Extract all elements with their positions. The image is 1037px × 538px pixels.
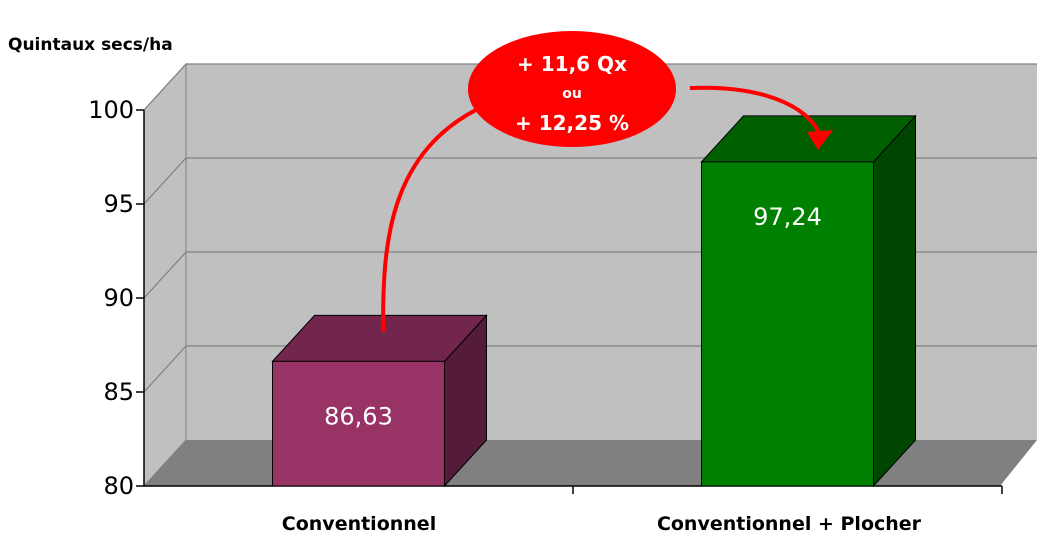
annotation-line-3: + 12,25 % [515,111,629,135]
change-annotation: + 11,6 Qx ou + 12,25 % [381,31,833,333]
y-tick-label: 90 [103,284,134,312]
bar-value-label: 97,24 [753,203,822,231]
y-tick-label: 80 [103,472,134,500]
annotation-arrowhead [807,130,833,150]
category-label: Conventionnel + Plocher [657,513,922,535]
bar [701,161,874,487]
y-axis-ticks: 80 85 90 95 100 [88,96,144,500]
bar-side [873,114,916,488]
annotation-bubble [468,31,676,147]
annotation-line-2: ou [562,86,582,102]
annotation-arrow-left [381,102,489,333]
y-axis-title: Quintaux secs/ha [8,35,173,55]
category-label: Conventionnel [282,513,436,535]
bar [272,360,445,487]
bar-value-label: 86,63 [324,402,393,430]
bars: 86,63 97,24 [271,114,917,488]
annotation-arrow-right [689,85,822,136]
annotation-line-1: + 11,6 Qx [517,52,627,76]
gridline [143,63,1037,111]
y-tick-label: 95 [103,190,134,218]
y-tick-label: 100 [88,96,134,124]
y-tick-label: 85 [103,378,134,406]
